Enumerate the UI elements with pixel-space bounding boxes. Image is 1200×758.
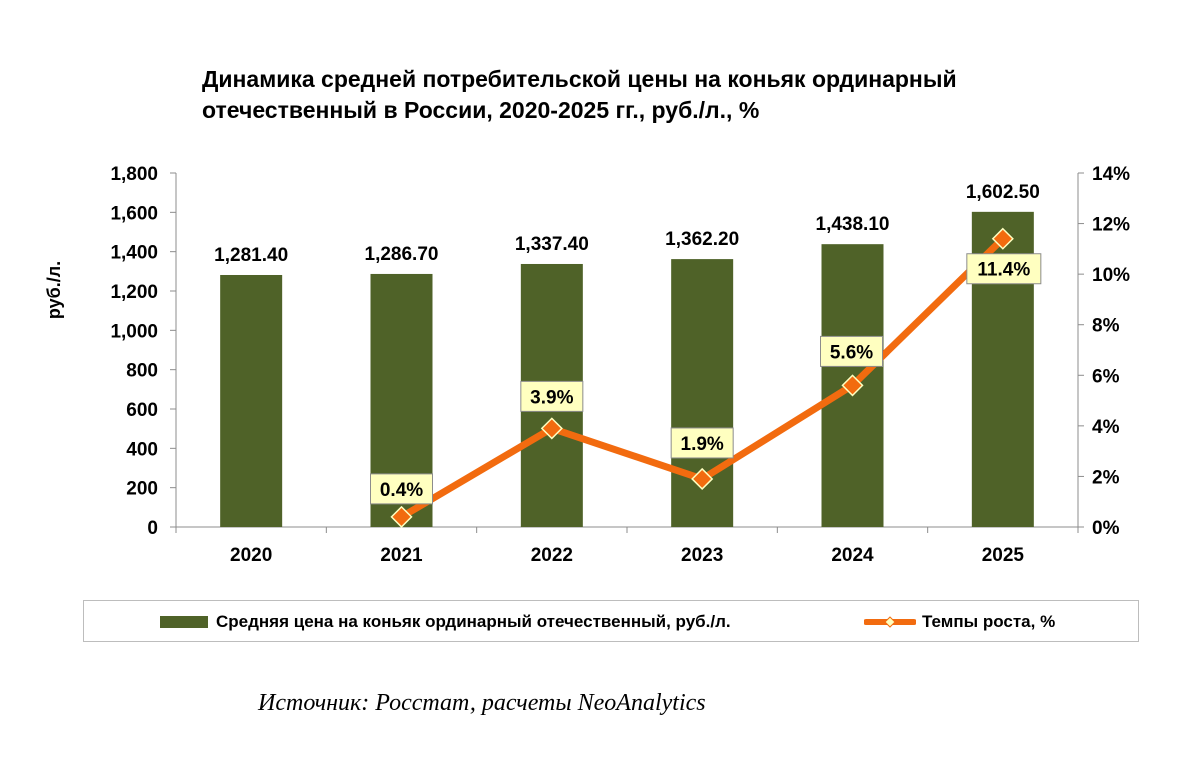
growth-label-box [670, 427, 734, 459]
growth-data-label: 1.9% [681, 434, 724, 455]
y-tick-label-left: 1,000 [110, 321, 158, 342]
growth-data-label: 5.6% [830, 342, 873, 363]
growth-label-box [820, 335, 883, 367]
y-tick-label-left: 0 [147, 518, 158, 539]
chart-plot: 0 200 400 600 800 1,000 1,200 1,400 1,600 1,800 0%… [44, 164, 1130, 566]
growth-point [390, 505, 413, 528]
chart-title-line-2: отечественный в России, 2020-2025 гг., р… [202, 97, 760, 123]
growth-point [991, 227, 1014, 250]
bar-data-label: 1,286.70 [365, 244, 439, 265]
bar-data-label: 1,281.40 [214, 245, 288, 266]
y-tick-label-left: 1,400 [110, 243, 158, 264]
legend-swatch-line [864, 616, 916, 628]
x-tick-label: 2025 [982, 545, 1025, 566]
y-tick-label-right: 4% [1092, 417, 1120, 438]
growth-data-label: 0.4% [380, 480, 423, 501]
y-tick-label-left: 1,800 [110, 164, 158, 185]
growth-data-label: 11.4% [977, 260, 1030, 281]
chart-title: Динамика средней потребительской цены на… [202, 64, 1102, 126]
y-tick-label-left: 600 [126, 400, 158, 421]
legend-label-price: Средняя цена на коньяк ординарный отечес… [216, 612, 731, 631]
y-tick-label-right: 12% [1092, 215, 1130, 236]
y-tick-label-right: 14% [1092, 164, 1130, 185]
y-tick-label-left: 1,600 [110, 203, 158, 224]
bar-data-label: 1,337.40 [515, 234, 589, 255]
x-tick-label: 2021 [380, 545, 423, 566]
bar [220, 274, 283, 527]
source-note: Источник: Росстат, расчеты NeoAnalytics [258, 690, 706, 716]
growth-point [691, 467, 714, 491]
legend-swatch-bar [160, 616, 208, 628]
y-tick-label-left: 400 [126, 439, 158, 460]
growth-label-box [370, 473, 433, 505]
bar-data-label: 1,438.10 [816, 214, 890, 235]
x-tick-label: 2020 [230, 545, 272, 566]
legend-label-growth: Темпы роста, % [922, 612, 1056, 631]
y-tick-label-left: 1,200 [110, 282, 158, 303]
chart-legend: Средняя цена на коньяк ординарный отечес… [83, 600, 1139, 642]
chart-title-line-1: Динамика средней потребительской цены на… [202, 66, 957, 92]
y-tick-label-right: 0% [1092, 518, 1120, 539]
x-tick-label: 2022 [531, 545, 573, 566]
bar-data-label: 1,362.20 [665, 229, 739, 250]
growth-label-box [520, 380, 584, 412]
y-tick-label-right: 6% [1092, 366, 1120, 387]
y-axis-title: руб./л. [44, 261, 64, 319]
x-tick-label: 2023 [681, 545, 723, 566]
growth-data-label: 3.9% [530, 387, 573, 408]
bar-data-label: 1,602.50 [966, 182, 1040, 203]
legend-item-price: Средняя цена на коньяк ординарный отечес… [160, 601, 731, 643]
x-tick-label: 2024 [831, 545, 874, 566]
y-tick-label-right: 8% [1092, 316, 1120, 337]
growth-point [540, 417, 563, 440]
growth-point [841, 374, 864, 397]
y-tick-label-left: 800 [126, 361, 158, 382]
y-tick-label-left: 200 [126, 479, 158, 500]
legend-item-growth: Темпы роста, % [864, 601, 1055, 643]
growth-label-box [966, 253, 1042, 285]
y-tick-label-right: 2% [1092, 467, 1120, 488]
y-tick-label-right: 10% [1092, 265, 1130, 286]
